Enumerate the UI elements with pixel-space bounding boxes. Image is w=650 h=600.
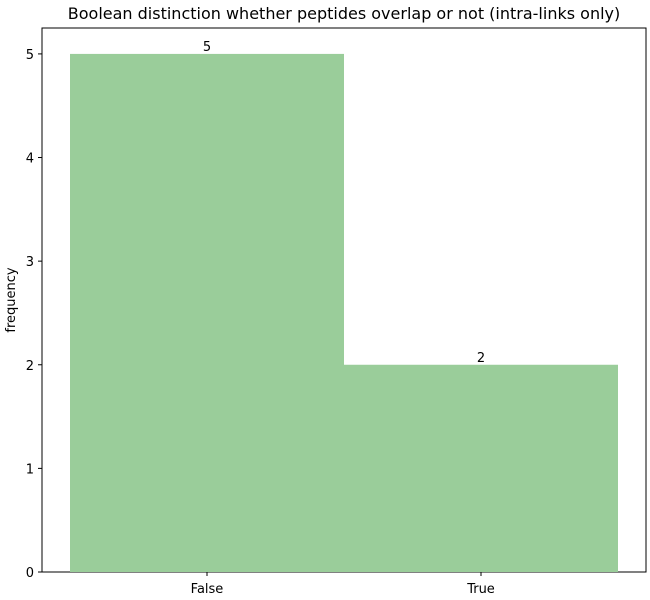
bar-value-label: 5 (203, 40, 211, 55)
y-tick-label: 2 (26, 359, 34, 374)
y-tick-label: 4 (26, 152, 34, 167)
chart-title: Boolean distinction whether peptides ove… (68, 4, 620, 23)
x-tick-label: True (466, 582, 495, 597)
y-tick-label: 5 (26, 48, 34, 63)
y-axis-label: frequency (4, 267, 19, 333)
y-tick-label: 0 (26, 566, 34, 581)
x-axis-ticks: False True (191, 572, 495, 597)
y-tick-label: 1 (26, 462, 34, 477)
bar-value-label: 2 (477, 351, 485, 366)
y-tick-label: 3 (26, 255, 34, 270)
bar-labels: 52 (203, 40, 485, 366)
bar-false (70, 53, 344, 572)
x-tick-label: False (191, 582, 224, 597)
y-axis-ticks: 0 1 2 3 4 5 (26, 48, 42, 581)
bars (70, 53, 618, 572)
bar-true (344, 364, 618, 572)
